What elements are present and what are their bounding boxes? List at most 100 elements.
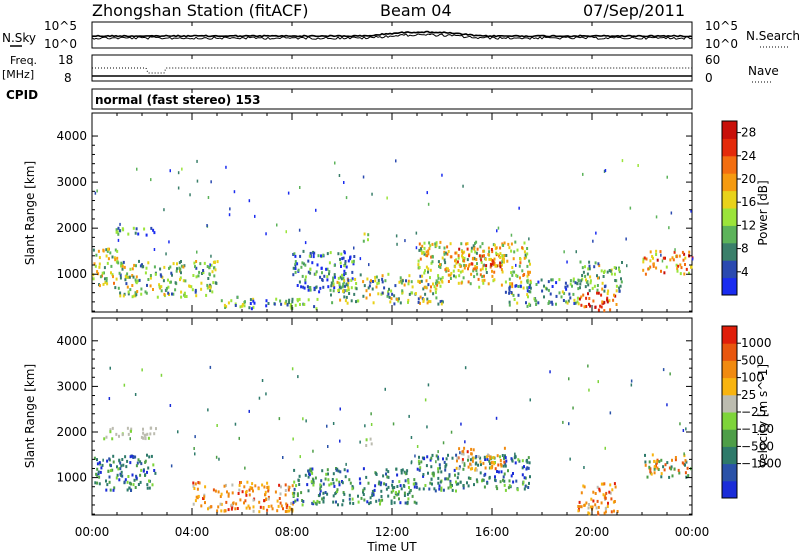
scatter-cell — [340, 265, 342, 268]
scatter-cell — [122, 228, 125, 232]
scatter-cell — [618, 289, 621, 293]
scatter-cell — [423, 457, 426, 461]
scatter-cell — [98, 265, 101, 269]
scatter-cell — [288, 505, 291, 509]
scatter-cell — [231, 505, 234, 509]
scatter-cell — [487, 246, 490, 250]
x-tick-label: 12:00 — [375, 525, 410, 539]
scatter-cell — [656, 466, 659, 470]
scatter-cell — [127, 292, 130, 296]
colorbar-tick-label: 16 — [741, 195, 756, 209]
scatter-cell — [152, 228, 155, 232]
scatter-cell — [355, 282, 358, 285]
scatter-cell — [120, 470, 123, 474]
scatter-cell — [580, 279, 583, 283]
scatter-cell — [195, 294, 198, 298]
scatter-cell — [324, 477, 327, 481]
scatter-cell — [153, 248, 156, 251]
scatter-cell — [179, 269, 181, 273]
scatter-cell — [144, 437, 147, 441]
freq-tick-bottom: 8 — [64, 71, 72, 85]
scatter-cell — [503, 483, 506, 487]
scatter-cell — [427, 300, 430, 303]
scatter-cell — [690, 209, 692, 213]
scatter-cell — [491, 274, 494, 278]
scatter-cell — [490, 263, 493, 267]
scatter-cell — [463, 463, 466, 467]
scatter-cell — [433, 285, 436, 289]
scatter-cell — [265, 498, 268, 501]
scatter-cell — [387, 494, 390, 498]
scatter-cell — [437, 476, 440, 480]
scatter-cell — [266, 486, 269, 489]
scatter-cell — [149, 284, 152, 288]
scatter-cell — [496, 470, 498, 473]
scatter-cell — [431, 260, 434, 264]
scatter-cell — [503, 456, 505, 460]
scatter-cell — [369, 437, 372, 441]
scatter-cell — [481, 275, 484, 279]
scatter-cell — [518, 206, 520, 210]
scatter-cell — [587, 506, 590, 510]
scatter-cell — [582, 484, 585, 488]
scatter-cell — [137, 483, 140, 486]
scatter-cell — [479, 460, 482, 464]
scatter-cell — [441, 256, 444, 260]
scatter-cell — [503, 479, 506, 483]
scatter-cell — [144, 473, 147, 477]
scatter-cell — [597, 308, 600, 312]
scatter-cell — [446, 252, 449, 256]
scatter-cell — [130, 429, 132, 433]
scatter-cell — [607, 501, 609, 505]
scatter-cell — [433, 487, 436, 491]
scatter-cell — [301, 274, 304, 278]
date-title: 07/Sep/2011 — [583, 1, 685, 20]
scatter-cell — [136, 167, 138, 171]
scatter-cell — [681, 250, 684, 254]
scatter-cell — [321, 469, 324, 473]
scatter-cell — [362, 280, 365, 284]
scatter-cell — [601, 281, 604, 285]
scatter-cell — [513, 250, 516, 254]
scatter-cell — [377, 281, 380, 285]
scatter-cell — [613, 500, 616, 503]
scatter-cell — [196, 487, 199, 491]
scatter-cell — [109, 251, 112, 255]
scatter-cell — [261, 483, 264, 487]
scatter-cell — [209, 263, 211, 267]
scatter-cell — [304, 275, 307, 279]
station-title: Zhongshan Station (fitACF) — [92, 1, 309, 20]
scatter-cell — [648, 460, 651, 464]
scatter-cell — [435, 296, 438, 300]
scatter-cell — [438, 463, 441, 467]
scatter-cell — [475, 269, 478, 272]
scatter-cell — [347, 259, 350, 263]
scatter-cell — [139, 473, 142, 477]
scatter-cell — [576, 296, 579, 300]
scatter-cell — [215, 455, 218, 459]
scatter-cell — [670, 465, 673, 469]
scatter-cell — [441, 173, 443, 177]
scatter-cell — [323, 274, 326, 278]
scatter-cell — [252, 489, 254, 493]
scatter-cell — [213, 266, 215, 270]
scatter-cell — [343, 295, 346, 299]
freq-tick-top: 18 — [58, 53, 73, 67]
scatter-cell — [248, 199, 251, 203]
scatter-cell — [603, 289, 606, 293]
scatter-cell — [123, 480, 126, 484]
scatter-cell — [306, 483, 309, 487]
scatter-cell — [516, 274, 519, 278]
scatter-cell — [588, 260, 591, 264]
scatter-cell — [501, 260, 504, 264]
scatter-cell — [274, 490, 277, 494]
scatter-cell — [109, 488, 112, 492]
scatter-cell — [131, 267, 134, 271]
scatter-cell — [608, 490, 611, 494]
scatter-cell — [609, 308, 612, 312]
scatter-cell — [453, 274, 455, 278]
scatter-cell — [522, 480, 525, 484]
scatter-cell — [195, 275, 198, 279]
scatter-cell — [500, 283, 503, 287]
y-tick-label: 2000 — [56, 221, 87, 235]
